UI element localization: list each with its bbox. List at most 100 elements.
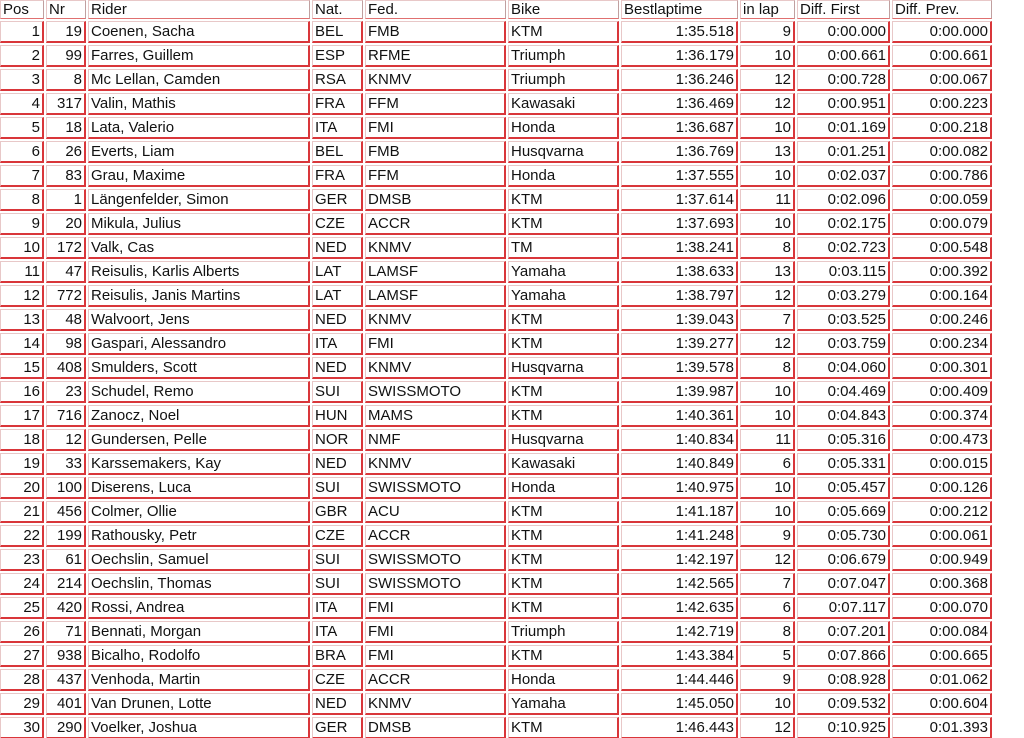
- cell-nr: 8: [46, 69, 86, 91]
- cell-diff-prev: 0:01.062: [892, 669, 992, 691]
- cell-in-lap: 12: [740, 93, 795, 115]
- header-row: Pos Nr Rider Nat. Fed. Bike Bestlaptime in lap D…: [0, 0, 992, 19]
- cell-nr: 938: [46, 645, 86, 667]
- cell-in-lap: 7: [740, 573, 795, 595]
- cell-bestlaptime: 1:39.578: [621, 357, 738, 379]
- cell-diff-prev: 0:00.392: [892, 261, 992, 283]
- cell-bike: Triumph: [508, 45, 619, 67]
- cell-pos: 25: [0, 597, 44, 619]
- cell-nat: SUI: [312, 549, 363, 571]
- cell-bestlaptime: 1:44.446: [621, 669, 738, 691]
- cell-diff-first: 0:05.316: [797, 429, 890, 451]
- table-row: 10 172 Valk, Cas NED KNMV TM 1:38.241 8 0:02.723…: [0, 237, 992, 259]
- cell-bestlaptime: 1:40.834: [621, 429, 738, 451]
- cell-diff-prev: 0:00.082: [892, 141, 992, 163]
- cell-diff-prev: 0:00.234: [892, 333, 992, 355]
- cell-bestlaptime: 1:43.384: [621, 645, 738, 667]
- cell-rider: Farres, Guillem: [88, 45, 310, 67]
- cell-diff-first: 0:02.096: [797, 189, 890, 211]
- cell-diff-prev: 0:00.079: [892, 213, 992, 235]
- cell-nr: 290: [46, 717, 86, 738]
- cell-fed: SWISSMOTO: [365, 381, 506, 403]
- cell-fed: ACCR: [365, 669, 506, 691]
- cell-in-lap: 10: [740, 45, 795, 67]
- cell-diff-prev: 0:00.301: [892, 357, 992, 379]
- cell-pos: 28: [0, 669, 44, 691]
- cell-bike: KTM: [508, 309, 619, 331]
- cell-rider: Mikula, Julius: [88, 213, 310, 235]
- cell-bike: Honda: [508, 669, 619, 691]
- cell-in-lap: 12: [740, 285, 795, 307]
- cell-nr: 23: [46, 381, 86, 403]
- cell-in-lap: 7: [740, 309, 795, 331]
- table-row: 29 401 Van Drunen, Lotte NED KNMV Yamaha 1:45.…: [0, 693, 992, 715]
- cell-in-lap: 6: [740, 453, 795, 475]
- cell-nr: 26: [46, 141, 86, 163]
- cell-rider: Valin, Mathis: [88, 93, 310, 115]
- cell-bike: KTM: [508, 381, 619, 403]
- cell-nat: SUI: [312, 477, 363, 499]
- cell-rider: Voelker, Joshua: [88, 717, 310, 738]
- cell-bike: KTM: [508, 597, 619, 619]
- cell-bestlaptime: 1:36.179: [621, 45, 738, 67]
- cell-nr: 199: [46, 525, 86, 547]
- cell-nr: 99: [46, 45, 86, 67]
- cell-bestlaptime: 1:37.555: [621, 165, 738, 187]
- cell-diff-prev: 0:00.000: [892, 21, 992, 43]
- cell-diff-first: 0:04.843: [797, 405, 890, 427]
- cell-rider: Oechslin, Samuel: [88, 549, 310, 571]
- cell-fed: FFM: [365, 165, 506, 187]
- cell-diff-prev: 0:00.374: [892, 405, 992, 427]
- cell-in-lap: 13: [740, 141, 795, 163]
- cell-rider: Oechslin, Thomas: [88, 573, 310, 595]
- cell-bestlaptime: 1:38.241: [621, 237, 738, 259]
- cell-diff-first: 0:07.117: [797, 597, 890, 619]
- cell-nat: LAT: [312, 285, 363, 307]
- table-row: 3 8 Mc Lellan, Camden RSA KNMV Triumph 1:36.24…: [0, 69, 992, 91]
- table-row: 28 437 Venhoda, Martin CZE ACCR Honda 1:44.446…: [0, 669, 992, 691]
- cell-pos: 17: [0, 405, 44, 427]
- cell-nat: NED: [312, 237, 363, 259]
- cell-nr: 420: [46, 597, 86, 619]
- cell-pos: 5: [0, 117, 44, 139]
- cell-diff-first: 0:04.469: [797, 381, 890, 403]
- table-row: 26 71 Bennati, Morgan ITA FMI Triumph 1:42.719…: [0, 621, 992, 643]
- cell-diff-first: 0:03.115: [797, 261, 890, 283]
- table-row: 27 938 Bicalho, Rodolfo BRA FMI KTM 1:43.384 5 0…: [0, 645, 992, 667]
- cell-diff-first: 0:00.661: [797, 45, 890, 67]
- cell-fed: SWISSMOTO: [365, 477, 506, 499]
- cell-pos: 21: [0, 501, 44, 523]
- cell-nr: 716: [46, 405, 86, 427]
- cell-diff-first: 0:07.047: [797, 573, 890, 595]
- cell-pos: 12: [0, 285, 44, 307]
- cell-in-lap: 10: [740, 477, 795, 499]
- cell-rider: Grau, Maxime: [88, 165, 310, 187]
- cell-pos: 11: [0, 261, 44, 283]
- cell-in-lap: 11: [740, 189, 795, 211]
- cell-bike: Honda: [508, 117, 619, 139]
- cell-bike: Kawasaki: [508, 93, 619, 115]
- cell-bike: Triumph: [508, 69, 619, 91]
- cell-rider: Van Drunen, Lotte: [88, 693, 310, 715]
- cell-in-lap: 10: [740, 693, 795, 715]
- cell-nat: ITA: [312, 621, 363, 643]
- cell-diff-prev: 0:00.084: [892, 621, 992, 643]
- cell-bestlaptime: 1:36.246: [621, 69, 738, 91]
- cell-diff-prev: 0:00.473: [892, 429, 992, 451]
- cell-fed: FMB: [365, 141, 506, 163]
- results-table: Pos Nr Rider Nat. Fed. Bike Bestlaptime in lap D…: [0, 0, 992, 738]
- cell-diff-first: 0:02.723: [797, 237, 890, 259]
- cell-rider: Bennati, Morgan: [88, 621, 310, 643]
- cell-diff-first: 0:08.928: [797, 669, 890, 691]
- table-row: 8 1 Längenfelder, Simon GER DMSB KTM 1:37.614 1…: [0, 189, 992, 211]
- cell-nr: 317: [46, 93, 86, 115]
- cell-pos: 13: [0, 309, 44, 331]
- cell-nr: 20: [46, 213, 86, 235]
- cell-diff-first: 0:03.525: [797, 309, 890, 331]
- cell-in-lap: 12: [740, 333, 795, 355]
- cell-rider: Gundersen, Pelle: [88, 429, 310, 451]
- cell-diff-first: 0:03.759: [797, 333, 890, 355]
- cell-bike: Yamaha: [508, 261, 619, 283]
- header-nat: Nat.: [312, 0, 363, 19]
- cell-nat: FRA: [312, 93, 363, 115]
